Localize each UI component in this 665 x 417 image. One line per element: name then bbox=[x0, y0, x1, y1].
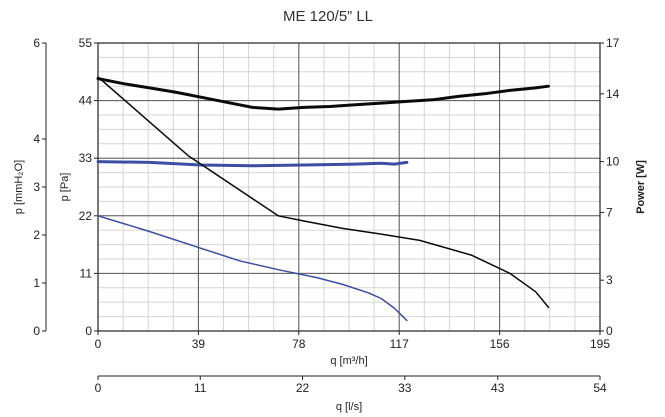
y-label-pa: p [Pa] bbox=[59, 173, 71, 202]
x-tick-label-m3h: 156 bbox=[490, 337, 510, 351]
pressure-curve-2 bbox=[97, 76, 550, 309]
axis-frames bbox=[42, 42, 604, 380]
y-tick-label-power: 14 bbox=[606, 87, 620, 101]
x-tick-label-m3h: 117 bbox=[390, 337, 409, 351]
chart-title: ME 120/5” LL bbox=[283, 8, 373, 25]
y-tick-label-mmh2o: 6 bbox=[33, 36, 40, 50]
y-tick-label-mmh2o: 4 bbox=[33, 132, 40, 146]
y-tick-label-power: 7 bbox=[606, 205, 613, 219]
y-tick-label-pa: 11 bbox=[80, 266, 93, 280]
power-curve-1 bbox=[96, 160, 409, 168]
pressure-curve-3 bbox=[97, 215, 408, 322]
y-tick-label-pa: 44 bbox=[79, 94, 93, 108]
y-tick-label-power: 3 bbox=[606, 273, 613, 287]
x-label-ls: q [l/s] bbox=[336, 401, 362, 413]
x-tick-label-m3h: 195 bbox=[590, 337, 610, 351]
y-tick-label-pa: 0 bbox=[85, 324, 92, 338]
x-tick-label-ls: 11 bbox=[194, 381, 207, 395]
series-group bbox=[96, 76, 550, 322]
y-tick-label-power: 0 bbox=[606, 324, 613, 338]
y-tick-label-power: 17 bbox=[606, 36, 620, 50]
x-tick-label-m3h: 78 bbox=[292, 337, 306, 351]
x-tick-label-ls: 54 bbox=[593, 381, 607, 395]
y-tick-label-pa: 33 bbox=[79, 151, 93, 165]
power-curve-0 bbox=[96, 77, 550, 111]
y-label-power: Power [W] bbox=[635, 160, 647, 214]
tick-labels: 0 1 2 3 4 6 0 11 22 33 44 55 0 3 7 10 14 17 0 39 78 117 156 195… bbox=[33, 36, 619, 395]
y-tick-label-mmh2o: 2 bbox=[33, 228, 40, 242]
y-tick-label-pa: 22 bbox=[79, 209, 93, 223]
plot-frame bbox=[97, 42, 601, 332]
x-tick-label-m3h: 0 bbox=[95, 337, 102, 351]
y-tick-label-mmh2o: 0 bbox=[33, 324, 40, 338]
y-tick-label-mmh2o: 3 bbox=[33, 180, 40, 194]
y-label-mmh2o: p [mmH₂O] bbox=[13, 160, 25, 214]
y-tick-label-pa: 55 bbox=[79, 36, 93, 50]
x-label-m3h: q [m³/h] bbox=[330, 355, 367, 367]
x-tick-label-ls: 22 bbox=[296, 381, 310, 395]
y-tick-label-mmh2o: 1 bbox=[33, 276, 40, 290]
x-tick-label-ls: 0 bbox=[95, 381, 102, 395]
x-tick-label-m3h: 39 bbox=[192, 337, 206, 351]
y-tick-label-power: 10 bbox=[606, 155, 620, 169]
grid-group bbox=[97, 42, 601, 332]
x-tick-label-ls: 43 bbox=[491, 381, 505, 395]
x-tick-label-ls: 33 bbox=[398, 381, 412, 395]
